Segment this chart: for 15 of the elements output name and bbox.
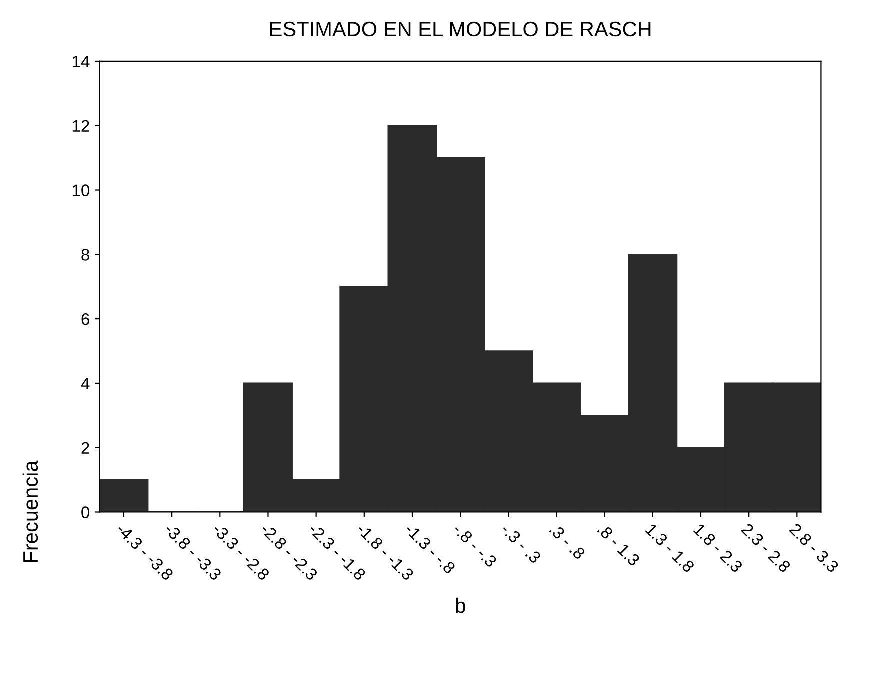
- y-tick-label: 4: [81, 378, 90, 390]
- y-tick-label: 0: [82, 506, 90, 518]
- x-tick-label: -.3 - .3: [500, 522, 542, 564]
- y-tick-label: 14: [72, 56, 90, 68]
- y-tick-label: 12: [72, 120, 90, 132]
- y-tick-label: 8: [82, 249, 90, 261]
- chart-title: ESTIMADO EN EL MODELO DE RASCH: [270, 22, 651, 37]
- x-axis-title: b: [456, 598, 466, 614]
- y-tick-label: 6: [82, 313, 90, 326]
- y-tick-label: 10: [72, 184, 90, 196]
- x-tick-label: .3 - .8: [549, 523, 586, 560]
- y-axis-title: Frecuencia: [22, 460, 38, 562]
- x-tick-label: .8 - 1.3: [597, 523, 641, 567]
- x-tick-label: 2.8 - 3.3: [789, 522, 840, 574]
- y-tick-label: 2: [82, 442, 90, 454]
